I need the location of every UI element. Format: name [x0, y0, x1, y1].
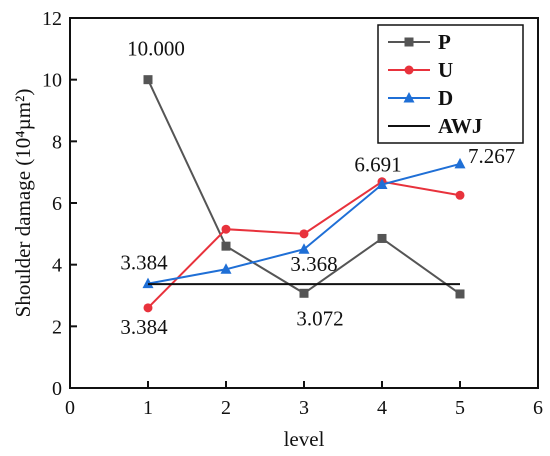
legend-label: P	[438, 30, 451, 54]
x-tick-label: 3	[299, 397, 309, 419]
series-layer	[142, 75, 466, 313]
x-axis-label: level	[284, 427, 325, 451]
y-tick-label: 12	[42, 8, 62, 30]
legend-label: AWJ	[438, 114, 482, 138]
y-tick-label: 10	[42, 70, 62, 92]
data-point-d	[454, 157, 466, 169]
data-point-u	[455, 190, 465, 200]
data-label: 3.384	[120, 315, 168, 339]
legend-label: U	[438, 58, 453, 82]
series-d	[142, 157, 466, 289]
y-tick-label: 0	[52, 378, 62, 400]
y-tick-label: 8	[52, 131, 62, 153]
data-point-p	[455, 289, 465, 299]
data-point-p	[299, 288, 309, 298]
data-label: 7.267	[468, 144, 515, 168]
legend-swatch-marker	[403, 92, 415, 103]
data-point-d	[376, 178, 388, 189]
legend-item-awj: AWJ	[388, 114, 482, 138]
data-label: 10.000	[127, 37, 185, 61]
data-point-u	[221, 224, 231, 234]
legend-box	[377, 24, 524, 144]
data-label: 3.072	[296, 306, 343, 330]
x-tick-label: 4	[377, 397, 387, 419]
data-point-u	[299, 229, 309, 239]
series-p	[143, 75, 465, 299]
data-label: 3.384	[120, 251, 168, 275]
legend: PUD AWJ	[377, 24, 524, 144]
legend-label: D	[438, 86, 453, 110]
data-point-d	[298, 243, 310, 254]
data-point-p	[221, 241, 231, 251]
data-point-p	[377, 233, 387, 243]
y-axis-label: Shoulder damage (10⁴µm²)	[11, 89, 35, 318]
x-tick-label: 2	[221, 397, 231, 419]
legend-swatch-marker	[404, 37, 414, 47]
data-point-d	[142, 277, 154, 289]
data-point-p	[143, 75, 153, 85]
x-tick-label: 6	[533, 397, 543, 419]
data-point-u	[143, 303, 153, 313]
x-tick-label: 0	[65, 397, 75, 419]
x-tick-label: 5	[455, 397, 465, 419]
y-tick-label: 6	[52, 193, 62, 215]
legend-swatch-marker	[404, 65, 414, 75]
legend-item-u: U	[388, 58, 453, 82]
x-tick-label: 1	[143, 397, 153, 419]
annotation-layer: 10.000 3.384 3.384 3.368 3.072 6.691 7.267	[120, 37, 515, 339]
legend-item-d: D	[388, 86, 453, 110]
legend-item-p: P	[388, 30, 451, 54]
data-label: 6.691	[354, 153, 401, 177]
y-tick-label: 2	[52, 316, 62, 338]
y-tick-label: 4	[52, 255, 62, 277]
data-label: 3.368	[290, 252, 337, 276]
data-point-d	[220, 263, 232, 274]
